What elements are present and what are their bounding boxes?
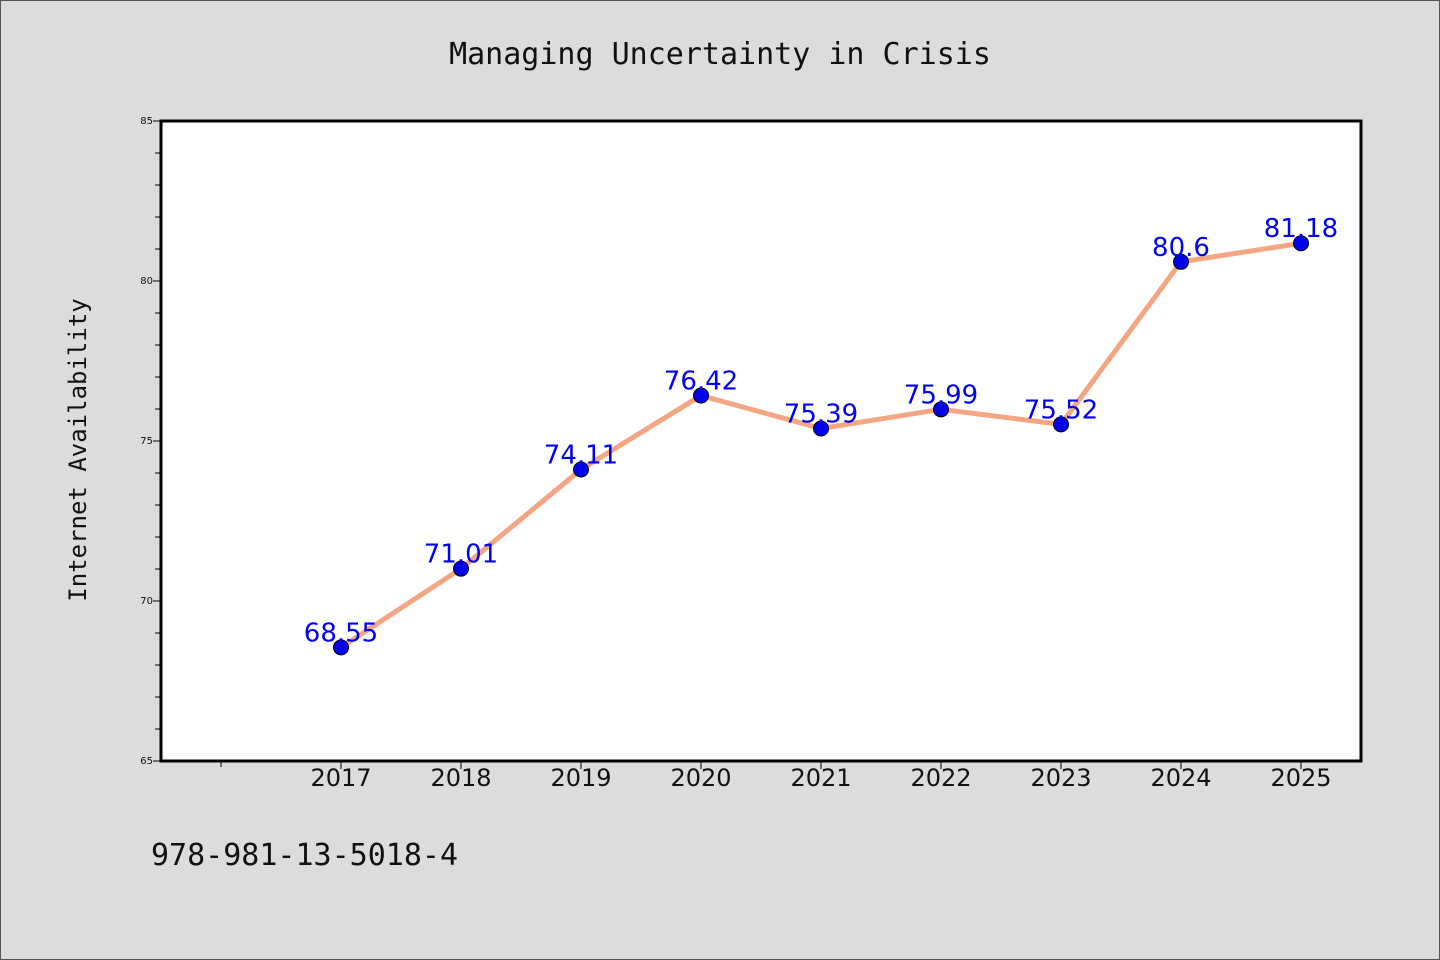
x-tick-label: 2019 [550, 764, 611, 792]
y-tick-label: 65 [140, 756, 153, 767]
y-tick-label: 85 [140, 116, 153, 127]
y-axis-label: Internet Availability [64, 298, 92, 601]
data-point [813, 420, 829, 437]
chart-title: Managing Uncertainty in Crisis [449, 37, 991, 72]
x-tick-label: 2024 [1150, 764, 1211, 792]
series-layer: 68.55 71.01 74.11 76.42 75.39 75.99 75.52 80.6 8… [304, 214, 1338, 656]
y-axis: 65 70 75 80 85 [140, 116, 161, 767]
data-point [933, 401, 949, 418]
x-axis: 2017 2018 2019 2020 2021 2022 2023 2024 2025 [220, 761, 1332, 792]
data-label: 68.55 [304, 618, 378, 648]
data-label: 75.52 [1024, 395, 1098, 425]
data-label: 75.39 [784, 400, 858, 430]
data-label: 75.99 [904, 380, 978, 410]
y-tick-label: 80 [140, 276, 153, 287]
data-label: 81.18 [1264, 214, 1338, 244]
isbn-text: 978-981-13-5018-4 [151, 838, 458, 873]
y-tick-label: 70 [140, 596, 153, 607]
data-point [333, 639, 349, 656]
x-tick-label: 2017 [310, 764, 371, 792]
data-point [693, 387, 709, 404]
data-point [1053, 416, 1069, 433]
data-label: 71.01 [424, 540, 498, 570]
data-point [453, 560, 469, 577]
data-label: 76.42 [664, 367, 738, 397]
data-point [1173, 253, 1189, 270]
x-tick-label: 2020 [670, 764, 731, 792]
data-label: 80.6 [1152, 233, 1210, 263]
data-point [573, 461, 589, 478]
x-tick-label: 2022 [910, 764, 971, 792]
data-point [1293, 235, 1309, 252]
x-tick-label: 2025 [1270, 764, 1331, 792]
plot-area [159, 119, 1363, 763]
x-tick-label: 2018 [430, 764, 491, 792]
x-tick-label: 2023 [1030, 764, 1091, 792]
x-tick-label: 2021 [790, 764, 851, 792]
y-tick-label: 75 [140, 436, 153, 447]
data-label: 74.11 [544, 440, 618, 470]
